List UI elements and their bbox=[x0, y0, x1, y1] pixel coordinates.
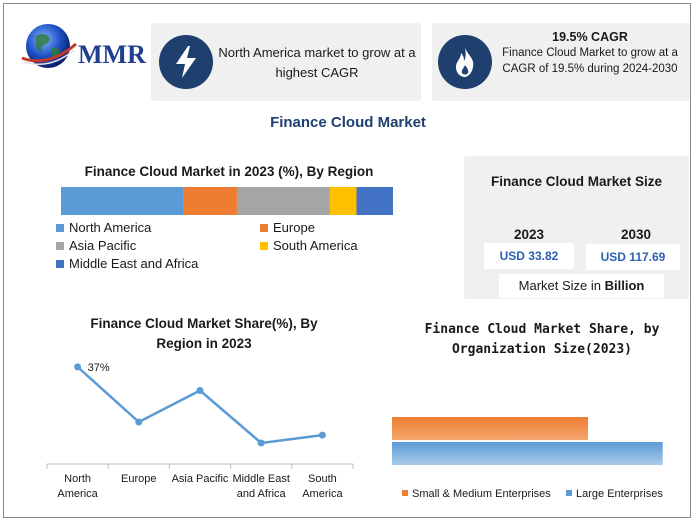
legend-label-europe: Europe bbox=[273, 220, 315, 235]
legend-swatch-north-america bbox=[56, 223, 64, 232]
legend-swatch-europe bbox=[260, 223, 268, 232]
org-chart-title: Finance Cloud Market Share, by Organizat… bbox=[424, 322, 660, 357]
legend-europe: Europe bbox=[260, 220, 315, 235]
line-x-tick-label: Asia Pacific bbox=[172, 473, 229, 485]
card-cagr-title: 19.5% CAGR bbox=[552, 30, 628, 44]
legend-label-south-america: South America bbox=[273, 238, 358, 253]
line-point-europe bbox=[135, 418, 143, 426]
page-title: Finance Cloud Market bbox=[270, 114, 426, 131]
stacked-segment-asia-pacific bbox=[236, 187, 330, 215]
value-2030-box: USD 117.69 bbox=[586, 244, 680, 270]
legend-label-middle-east-africa: Middle East and Africa bbox=[69, 256, 199, 271]
highlight-card-growth: North America market to grow at a highes… bbox=[151, 23, 421, 101]
mmr-logo: MMR bbox=[18, 18, 148, 76]
infographic-frame: MMR North America market to grow at a hi… bbox=[3, 3, 691, 518]
market-size-title: Finance Cloud Market Size bbox=[490, 174, 663, 189]
line-series bbox=[76, 365, 323, 445]
line-point-asia-pacific bbox=[196, 387, 204, 394]
flame-icon bbox=[438, 35, 492, 89]
line-x-tick-label: Europe bbox=[121, 473, 156, 485]
legend-middle-east-africa: Middle East and Africa bbox=[56, 256, 198, 271]
line-point-south-america bbox=[318, 431, 326, 439]
org-size-bar-chart: Small & Medium Enterprises Large Enterpri… bbox=[392, 417, 663, 500]
stacked-segment-north-america bbox=[61, 187, 184, 215]
value-2023-box: USD 33.82 bbox=[484, 243, 574, 269]
logo-text: MMR bbox=[78, 40, 146, 69]
year-2030-label: 2030 bbox=[620, 227, 652, 242]
card-growth-text: North America market to grow at a highes… bbox=[218, 45, 416, 80]
line-chart-title: Finance Cloud Market Share(%), By Region… bbox=[90, 316, 318, 351]
stacked-chart-title: Finance Cloud Market in 2023 (%), By Reg… bbox=[84, 164, 374, 179]
stacked-segment-europe bbox=[183, 187, 237, 215]
legend-swatch-asia-pacific bbox=[56, 241, 64, 250]
legend-swatch-south-america bbox=[260, 241, 268, 250]
market-size-card: Finance Cloud Market Size 2023 2030 USD … bbox=[464, 156, 689, 299]
legend-north-america: North America bbox=[56, 220, 151, 235]
card-cagr-body: Finance Cloud Market to grow at a CAGR o… bbox=[502, 47, 678, 75]
year-2023-label: 2023 bbox=[513, 227, 545, 242]
org-legend-swatch-large-enterprises bbox=[566, 490, 572, 496]
highlight-card-cagr: 19.5% CAGR Finance Cloud Market to grow … bbox=[432, 23, 690, 101]
stacked-bar-chart bbox=[61, 187, 393, 215]
legend-label-north-america: North America bbox=[69, 220, 152, 235]
legend-swatch-middle-east-africa bbox=[56, 259, 64, 268]
org-legend-label-small-and-medium-enterprises: Small & Medium Enterprises bbox=[412, 488, 551, 500]
org-bar-small-and-medium-enterprises bbox=[392, 417, 588, 440]
line-chart: 37% North America Europe Asia Pacific Middle … bbox=[46, 362, 354, 500]
legend-label-asia-pacific: Asia Pacific bbox=[69, 238, 137, 253]
line-x-tick-label: Middle East and Africa bbox=[232, 473, 289, 500]
lightning-icon bbox=[159, 35, 213, 89]
globe-icon bbox=[21, 24, 77, 68]
line-x-tick-label: South America bbox=[302, 473, 343, 500]
legend-asia-pacific: Asia Pacific bbox=[56, 238, 136, 253]
line-point-north-america bbox=[74, 363, 82, 371]
org-bar-large-enterprises bbox=[392, 442, 663, 465]
stacked-segment-middle-east-and-africa bbox=[356, 187, 393, 215]
line-data-label: 37% bbox=[88, 362, 110, 374]
line-point-middle-east-and-africa bbox=[257, 439, 265, 447]
market-size-note-prefix: Market Size in bbox=[518, 278, 605, 293]
line-x-tick-label: North America bbox=[57, 473, 98, 500]
legend-south-america: South America bbox=[260, 238, 358, 253]
market-size-note-unit: Billion bbox=[604, 278, 645, 293]
market-size-note: Market Size in Billion bbox=[499, 274, 664, 298]
org-legend-label-large-enterprises: Large Enterprises bbox=[576, 488, 663, 500]
org-legend-swatch-small-and-medium-enterprises bbox=[402, 490, 408, 496]
card-cagr-text: 19.5% CAGR Finance Cloud Market to grow … bbox=[494, 29, 686, 77]
stacked-segment-south-america bbox=[329, 187, 357, 215]
